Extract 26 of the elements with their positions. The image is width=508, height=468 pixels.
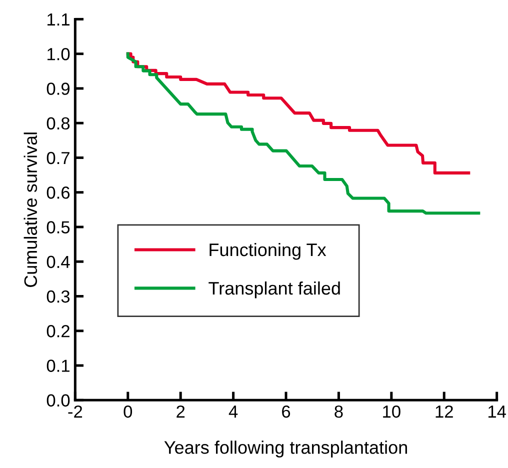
y-tick-label: 0.8 [46, 117, 70, 130]
x-tick-label: 4 [228, 406, 238, 418]
legend-label: Transplant failed [208, 281, 340, 298]
y-tick-label: 0.2 [46, 325, 70, 338]
x-tick-label: -2 [68, 405, 82, 418]
y-tick-label: 0.0 [46, 394, 70, 407]
legend-label: Functioning Tx [210, 242, 326, 260]
y-tick-label: 1.0 [48, 48, 70, 60]
x-tick-label: 0 [124, 405, 132, 418]
x-tick-label: 6 [282, 405, 290, 418]
x-tick-label: 2 [176, 405, 185, 418]
y-tick-label: 0.3 [46, 290, 70, 303]
x-tick-label: 12 [436, 405, 453, 418]
y-axis-title: Cumulative survival [24, 132, 38, 288]
y-tick-label: 0.6 [46, 186, 70, 199]
y-tick-label: 0.9 [46, 82, 70, 95]
y-tick-label: 0.4 [46, 256, 70, 268]
x-tick-label: 10 [383, 405, 400, 418]
y-tick-label: 0.7 [46, 152, 70, 164]
x-axis-title: Years following transplantation [164, 440, 407, 458]
y-tick-label: 1.1 [48, 14, 70, 26]
x-tick-label: 14 [488, 406, 506, 418]
y-tick-label: 0.5 [46, 221, 70, 234]
x-tick-label: 8 [334, 405, 343, 418]
line-series [126, 52, 480, 215]
y-tick-label: 0.1 [46, 360, 70, 372]
